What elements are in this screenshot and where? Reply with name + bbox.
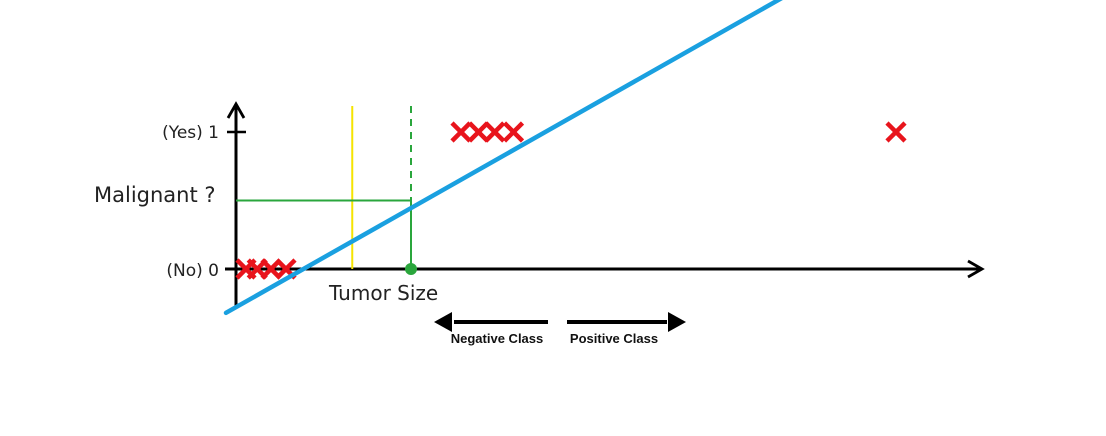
decision-point — [405, 263, 417, 275]
data-points — [235, 121, 907, 280]
data-point-7 — [502, 121, 525, 143]
positive-class-arrow — [567, 312, 686, 332]
y-tick-label-no: (No) 0 — [166, 261, 219, 281]
negative-class-arrow — [434, 312, 548, 332]
data-point-8 — [885, 121, 907, 143]
data-point-5 — [467, 121, 490, 143]
data-point-6 — [484, 121, 506, 143]
x-axis-title: Tumor Size — [328, 281, 438, 305]
y-tick-label-yes: (Yes) 1 — [162, 123, 219, 143]
positive-class-label: Positive Class — [570, 331, 658, 346]
regression-line — [223, 0, 783, 316]
data-point-4 — [450, 121, 472, 143]
y-axis-title: Malignant ? — [94, 183, 216, 207]
negative-class-label: Negative Class — [451, 331, 544, 346]
